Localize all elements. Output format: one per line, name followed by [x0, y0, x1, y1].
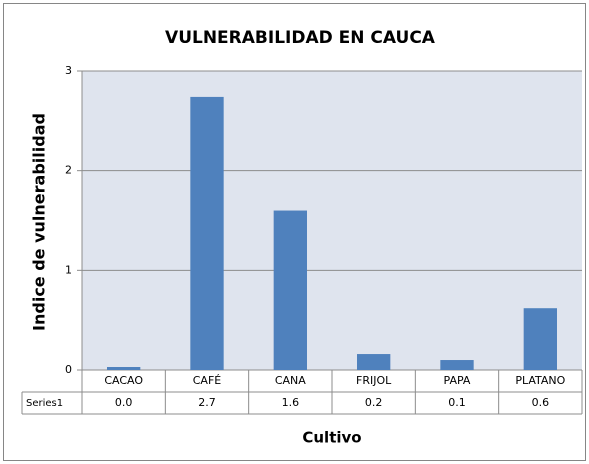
bar	[523, 308, 557, 370]
bar	[107, 367, 141, 370]
y-tick-label: 3	[65, 64, 72, 77]
y-tick-label: 0	[65, 363, 72, 376]
y-tick-label: 2	[65, 164, 72, 177]
bar	[440, 360, 474, 370]
y-axis-label: Indice de vulnerabilidad	[30, 113, 49, 331]
table-value: 0.0	[115, 396, 133, 409]
bar	[190, 96, 224, 370]
table-value: 1.6	[282, 396, 300, 409]
x-axis-label: Cultivo	[302, 429, 361, 447]
x-tick-label: CANA	[275, 374, 306, 387]
x-tick-label: PLATANO	[515, 374, 565, 387]
x-tick-label: FRIJOL	[356, 374, 392, 387]
bar	[273, 210, 307, 370]
chart-title: VULNERABILIDAD EN CAUCA	[165, 28, 436, 48]
plot-area	[82, 71, 582, 370]
x-tick-label: CACAO	[104, 374, 143, 387]
y-tick-label: 1	[65, 263, 72, 276]
table-value: 0.6	[532, 396, 550, 409]
x-tick-label: CAFÉ	[193, 374, 222, 387]
x-tick-label: PAPA	[444, 374, 471, 387]
table-value: 0.1	[448, 396, 466, 409]
series-name: Series1	[26, 398, 63, 409]
bar	[357, 354, 391, 370]
table-value: 2.7	[198, 396, 216, 409]
table-value: 0.2	[365, 396, 383, 409]
